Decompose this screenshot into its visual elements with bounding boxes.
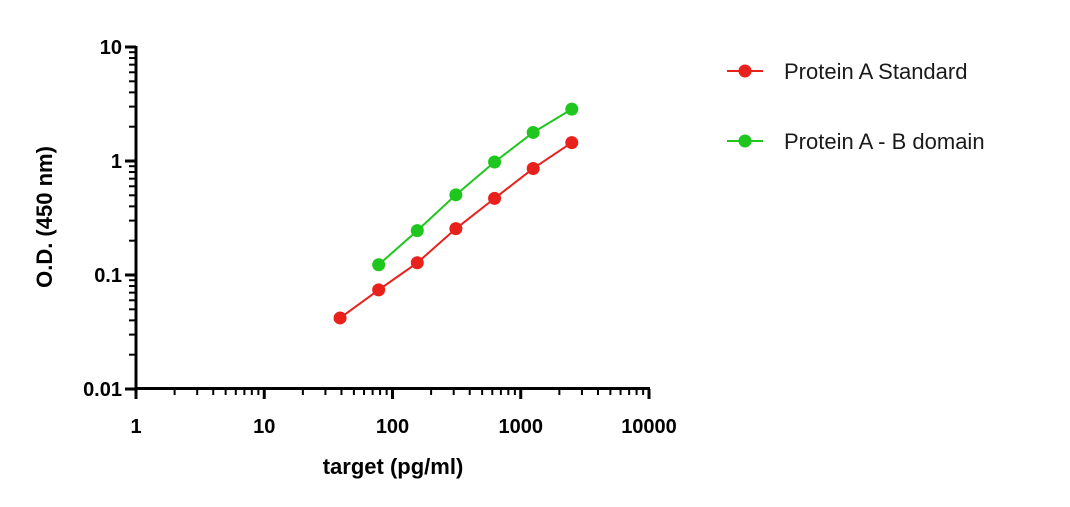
ticks [125, 45, 651, 399]
series-protein-a-b-domain [372, 102, 579, 272]
data-point-protein-a-standard [333, 311, 347, 325]
data-point-protein-a-b-domain [410, 224, 424, 238]
data-point-protein-a-standard [526, 161, 540, 175]
legend-label-protein-a-b-domain: Protein A - B domain [784, 129, 985, 154]
y-tick-label: 1 [111, 151, 122, 173]
legend-item-protein-a-standard: Protein A Standard [727, 59, 967, 84]
y-axis-title: O.D. (450 nm) [32, 146, 57, 288]
x-tick-label: 10 [253, 416, 275, 438]
data-point-protein-a-b-domain [565, 102, 579, 116]
legend-marker-protein-a-standard [738, 64, 752, 78]
x-tick-label: 1000 [499, 416, 544, 438]
data-point-protein-a-b-domain [526, 125, 540, 139]
tick-labels: 1 10 100 1000 10000 0.01 0.1 1 10 [83, 37, 677, 438]
data-point-protein-a-b-domain [372, 258, 386, 272]
y-tick-label: 0.01 [83, 379, 122, 401]
data-point-protein-a-standard [449, 222, 463, 236]
legend-marker-protein-a-b-domain [738, 134, 752, 148]
series-line-protein-a-b-domain [377, 108, 573, 266]
legend-item-protein-a-b-domain: Protein A - B domain [727, 129, 985, 154]
data-point-protein-a-standard [565, 136, 579, 150]
x-axis-title: target (pg/ml) [323, 454, 464, 479]
series-protein-a-standard [333, 136, 579, 325]
data-point-protein-a-standard [372, 283, 386, 297]
data-point-protein-a-standard [488, 191, 502, 205]
y-tick-label: 0.1 [94, 265, 122, 287]
x-tick-label: 1 [130, 416, 141, 438]
y-tick-label: 10 [100, 37, 122, 59]
x-tick-label: 10000 [621, 416, 677, 438]
data-point-protein-a-b-domain [488, 155, 502, 169]
series-layer [333, 102, 579, 325]
legend: Protein A Standard Protein A - B domain [727, 59, 985, 154]
x-tick-label: 100 [376, 416, 409, 438]
axes [134, 46, 650, 390]
data-point-protein-a-standard [410, 256, 424, 270]
legend-label-protein-a-standard: Protein A Standard [784, 59, 967, 84]
data-point-protein-a-b-domain [449, 188, 463, 202]
